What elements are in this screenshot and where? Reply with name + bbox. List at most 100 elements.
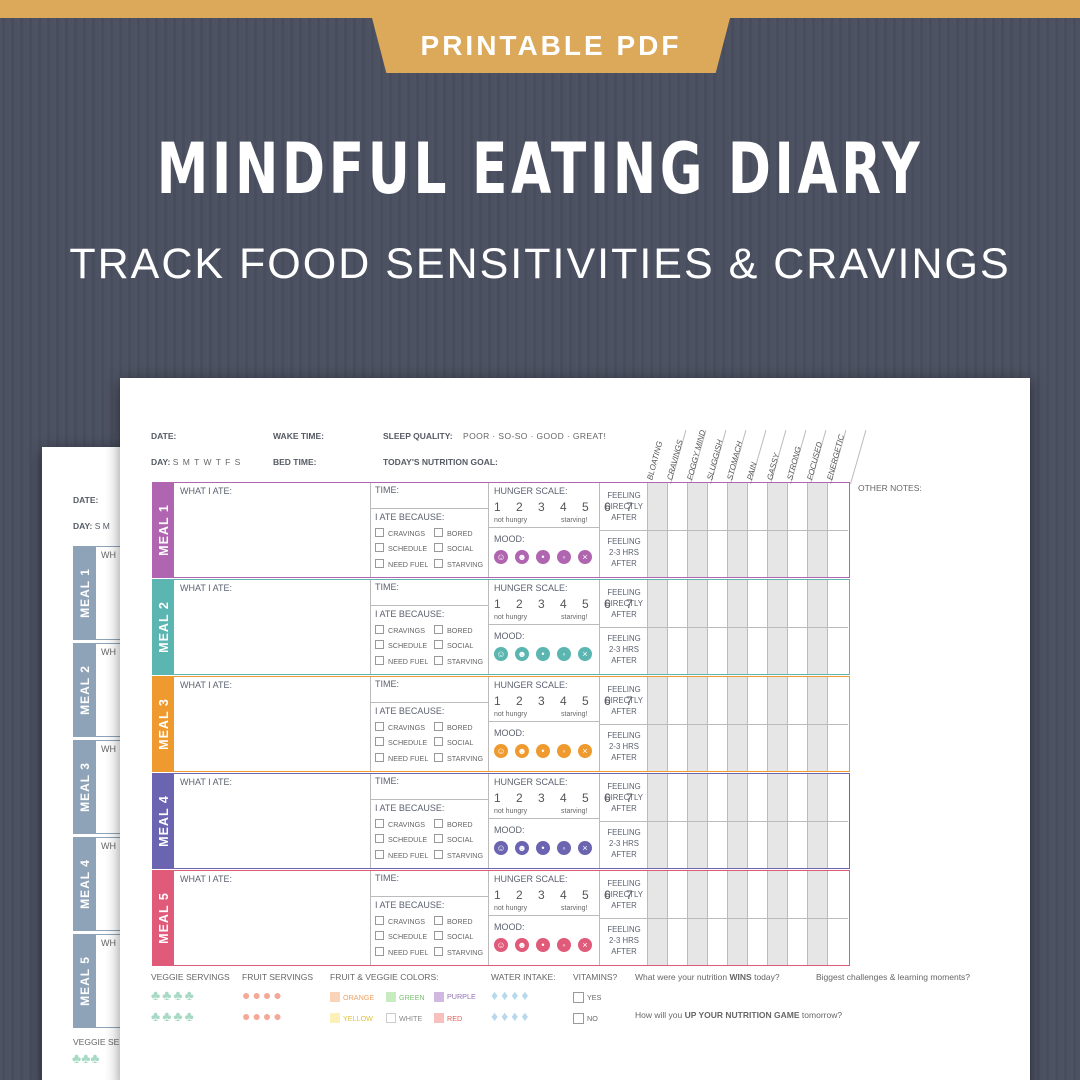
mood-face-icon[interactable]: ◦: [557, 744, 571, 758]
reason-checkbox[interactable]: [434, 819, 443, 828]
symptom-cell[interactable]: [648, 580, 668, 674]
reason-checkbox[interactable]: [434, 528, 443, 537]
mood-face-icon[interactable]: ×: [578, 744, 592, 758]
red-swatch[interactable]: [434, 1013, 444, 1023]
symptom-cell[interactable]: [708, 580, 728, 674]
symptom-cell[interactable]: [728, 774, 748, 868]
reason-checkbox[interactable]: [375, 753, 384, 762]
mood-face-icon[interactable]: ☻: [515, 938, 529, 952]
mood-face-icon[interactable]: ☺: [494, 647, 508, 661]
what-i-ate-field[interactable]: WHAT I ATE:: [174, 871, 371, 965]
symptom-cell[interactable]: [648, 483, 668, 577]
symptom-cell[interactable]: [668, 871, 688, 965]
white-swatch[interactable]: [386, 1013, 396, 1023]
reason-checkbox[interactable]: [375, 559, 384, 568]
mood-face-icon[interactable]: ◦: [557, 841, 571, 855]
symptom-cell[interactable]: [728, 677, 748, 771]
reason-checkbox[interactable]: [434, 850, 443, 859]
mood-face-icon[interactable]: ◦: [557, 938, 571, 952]
mood-face-icon[interactable]: ☻: [515, 647, 529, 661]
symptom-cell[interactable]: [768, 871, 788, 965]
symptom-cell[interactable]: [708, 677, 728, 771]
symptom-cell[interactable]: [748, 580, 768, 674]
reason-checkbox[interactable]: [375, 625, 384, 634]
symptom-cell[interactable]: [788, 483, 808, 577]
mood-face-icon[interactable]: •: [536, 647, 550, 661]
symptom-cell[interactable]: [688, 677, 708, 771]
symptom-cell[interactable]: [788, 580, 808, 674]
mood-face-icon[interactable]: ×: [578, 550, 592, 564]
symptom-cell[interactable]: [808, 871, 828, 965]
symptom-cell[interactable]: [828, 580, 848, 674]
symptom-cell[interactable]: [668, 580, 688, 674]
symptom-cell[interactable]: [828, 483, 848, 577]
reason-checkbox[interactable]: [375, 528, 384, 537]
symptom-cell[interactable]: [648, 871, 668, 965]
hunger-scale[interactable]: 1 2 3 4 5 6 7: [494, 500, 639, 514]
symptom-cell[interactable]: [708, 871, 728, 965]
mood-face-icon[interactable]: ◦: [557, 550, 571, 564]
hunger-scale[interactable]: 1 2 3 4 5 6 7: [494, 694, 639, 708]
reason-checkbox[interactable]: [434, 722, 443, 731]
vitamins-no-checkbox[interactable]: [573, 1013, 584, 1024]
symptom-cell[interactable]: [768, 483, 788, 577]
symptom-cell[interactable]: [748, 871, 768, 965]
orange-swatch[interactable]: [330, 992, 340, 1002]
symptom-cell[interactable]: [808, 483, 828, 577]
symptom-cell[interactable]: [808, 580, 828, 674]
symptom-cell[interactable]: [648, 774, 668, 868]
what-i-ate-field[interactable]: WHAT I ATE:: [174, 677, 371, 771]
symptom-cell[interactable]: [688, 580, 708, 674]
reason-checkbox[interactable]: [434, 753, 443, 762]
mood-face-icon[interactable]: ×: [578, 841, 592, 855]
symptom-cell[interactable]: [808, 774, 828, 868]
reason-checkbox[interactable]: [434, 543, 443, 552]
hunger-scale[interactable]: 1 2 3 4 5 6 7: [494, 888, 639, 902]
mood-face-icon[interactable]: •: [536, 744, 550, 758]
yellow-swatch[interactable]: [330, 1013, 340, 1023]
symptom-cell[interactable]: [728, 483, 748, 577]
reason-checkbox[interactable]: [375, 916, 384, 925]
symptom-cell[interactable]: [828, 774, 848, 868]
reason-checkbox[interactable]: [434, 931, 443, 940]
reason-checkbox[interactable]: [375, 543, 384, 552]
reason-checkbox[interactable]: [375, 640, 384, 649]
symptom-cell[interactable]: [748, 677, 768, 771]
reason-checkbox[interactable]: [434, 834, 443, 843]
reason-checkbox[interactable]: [375, 947, 384, 956]
reason-checkbox[interactable]: [375, 850, 384, 859]
symptom-cell[interactable]: [688, 483, 708, 577]
mood-face-icon[interactable]: ☺: [494, 841, 508, 855]
symptom-cell[interactable]: [668, 677, 688, 771]
reason-checkbox[interactable]: [434, 559, 443, 568]
mood-face-icon[interactable]: ☻: [515, 841, 529, 855]
reason-checkbox[interactable]: [375, 722, 384, 731]
symptom-cell[interactable]: [768, 580, 788, 674]
hunger-scale[interactable]: 1 2 3 4 5 6 7: [494, 791, 639, 805]
symptom-cell[interactable]: [788, 871, 808, 965]
symptom-cell[interactable]: [788, 677, 808, 771]
mood-face-icon[interactable]: ☻: [515, 744, 529, 758]
symptom-cell[interactable]: [648, 677, 668, 771]
mood-face-icon[interactable]: ☺: [494, 744, 508, 758]
symptom-cell[interactable]: [728, 871, 748, 965]
mood-face-icon[interactable]: ◦: [557, 647, 571, 661]
symptom-cell[interactable]: [768, 677, 788, 771]
reason-checkbox[interactable]: [434, 737, 443, 746]
symptom-cell[interactable]: [828, 677, 848, 771]
mood-face-icon[interactable]: ☺: [494, 938, 508, 952]
symptom-cell[interactable]: [708, 774, 728, 868]
mood-face-icon[interactable]: ☻: [515, 550, 529, 564]
mood-face-icon[interactable]: •: [536, 841, 550, 855]
symptom-cell[interactable]: [728, 580, 748, 674]
reason-checkbox[interactable]: [375, 656, 384, 665]
green-swatch[interactable]: [386, 992, 396, 1002]
hunger-scale[interactable]: 1 2 3 4 5 6 7: [494, 597, 639, 611]
symptom-cell[interactable]: [688, 871, 708, 965]
symptom-cell[interactable]: [828, 871, 848, 965]
what-i-ate-field[interactable]: WHAT I ATE:: [174, 483, 371, 577]
mood-face-icon[interactable]: ☺: [494, 550, 508, 564]
reason-checkbox[interactable]: [434, 656, 443, 665]
reason-checkbox[interactable]: [434, 625, 443, 634]
reason-checkbox[interactable]: [375, 834, 384, 843]
